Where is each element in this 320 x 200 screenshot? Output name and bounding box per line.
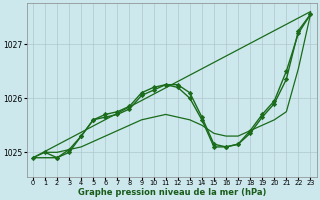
X-axis label: Graphe pression niveau de la mer (hPa): Graphe pression niveau de la mer (hPa) [77,188,266,197]
